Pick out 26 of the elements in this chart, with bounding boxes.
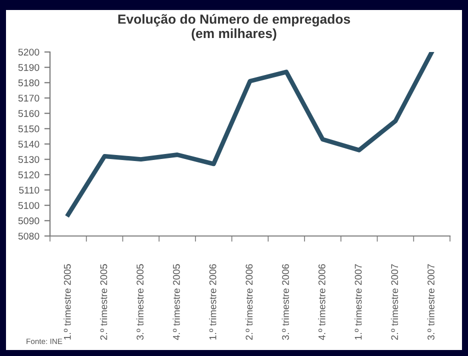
y-tick-label: 5140 <box>18 140 40 148</box>
x-tick-label: 1.º trimestre 2005 <box>64 264 71 340</box>
x-tick-label: 3.º trimestre 2006 <box>282 264 289 340</box>
y-tick-label: 5150 <box>18 125 40 132</box>
y-tick-label: 5120 <box>18 171 40 178</box>
x-tick-label: 3.º trimestre 2007 <box>427 264 434 340</box>
x-tick-label: 2.º trimestre 2006 <box>245 264 253 340</box>
x-tick-label: 2.º trimestre 2007 <box>390 264 398 340</box>
y-tick-label: 5080 <box>18 232 40 240</box>
x-tick-label: 4.º trimestre 2005 <box>172 264 180 340</box>
y-tick-label: 5130 <box>18 156 40 163</box>
y-tick-label: 5200 <box>18 48 40 56</box>
y-tick-label: 5170 <box>18 94 40 102</box>
y-tick-label: 5100 <box>18 202 40 209</box>
x-tick-label: 3.º trimestre 2005 <box>136 264 144 340</box>
y-tick-label: 5110 <box>19 186 40 194</box>
y-tick-label: 5190 <box>18 64 40 71</box>
chart-title: Evolução do Número de empregados (em milhares) <box>118 14 350 41</box>
x-tick-label: 2.º trimestre 2005 <box>100 264 108 340</box>
y-tick-label: 5160 <box>18 110 40 117</box>
x-tick-label: 4.º trimestre 2006 <box>318 264 326 340</box>
x-tick-label: 1.º trimestre 2007 <box>354 264 362 340</box>
y-tick-label: 5090 <box>18 217 40 224</box>
x-tick-label: 1.º trimestre 2006 <box>209 264 216 340</box>
line-series <box>66 52 434 217</box>
y-tick-label: 5180 <box>18 79 40 86</box>
